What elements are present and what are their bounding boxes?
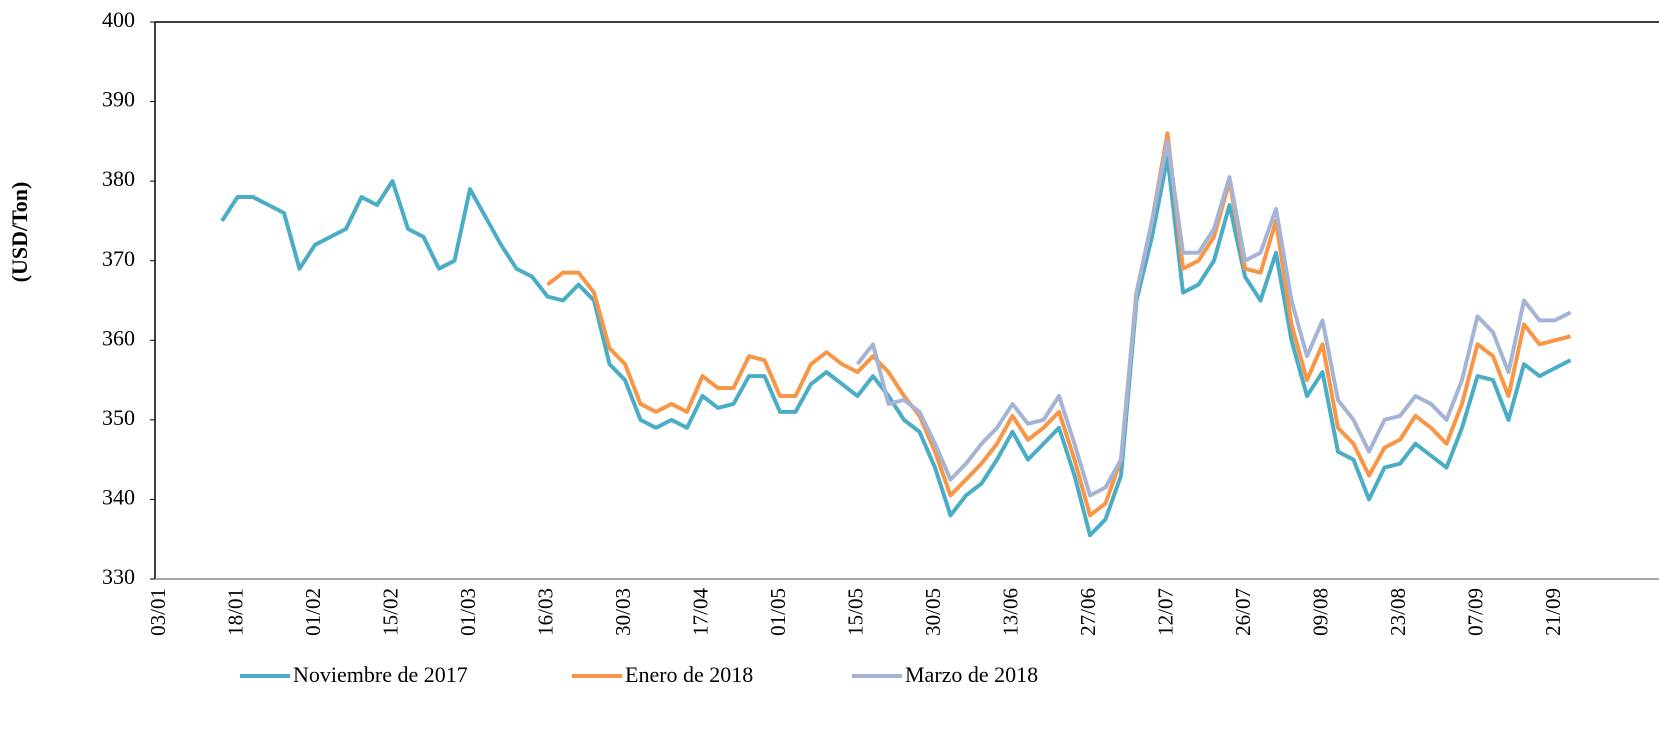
series-line	[855, 139, 1572, 498]
x-tick-label: 01/05	[766, 588, 790, 636]
series-line	[546, 131, 1571, 518]
legend-label: Enero de 2018	[625, 662, 753, 687]
y-tick-label: 370	[102, 246, 135, 271]
y-tick-label: 350	[102, 405, 135, 430]
x-tick-label: 21/09	[1541, 588, 1565, 636]
x-tick-label: 23/08	[1386, 588, 1410, 636]
y-tick-label: 340	[102, 484, 135, 509]
legend-label: Marzo de 2018	[905, 662, 1038, 687]
y-tick-label: 400	[102, 7, 135, 32]
x-tick-label: 26/07	[1231, 588, 1255, 636]
series-line	[220, 155, 1572, 538]
legend-label: Noviembre de 2017	[293, 662, 468, 687]
x-tick-label: 09/08	[1308, 588, 1332, 636]
x-tick-label: 01/02	[301, 588, 325, 636]
x-tick-label: 12/07	[1153, 588, 1177, 636]
x-tick-label: 30/03	[611, 588, 635, 636]
x-tick-label: 18/01	[223, 588, 247, 636]
x-tick-label: 01/03	[456, 588, 480, 636]
x-tick-label: 30/05	[921, 588, 945, 636]
y-tick-label: 330	[102, 564, 135, 589]
x-tick-label: 07/09	[1463, 588, 1487, 636]
x-tick-label: 15/02	[378, 588, 402, 636]
x-tick-label: 27/06	[1076, 588, 1100, 636]
x-tick-label: 17/04	[688, 588, 712, 636]
x-tick-label: 16/03	[533, 588, 557, 636]
y-axis-label: (USD/Ton)	[7, 182, 32, 283]
y-tick-label: 390	[102, 87, 135, 112]
y-tick-label: 360	[102, 325, 135, 350]
y-tick-label: 380	[102, 166, 135, 191]
x-tick-label: 13/06	[998, 588, 1022, 636]
x-tick-label: 03/01	[146, 588, 170, 636]
x-tick-label: 15/05	[843, 588, 867, 636]
